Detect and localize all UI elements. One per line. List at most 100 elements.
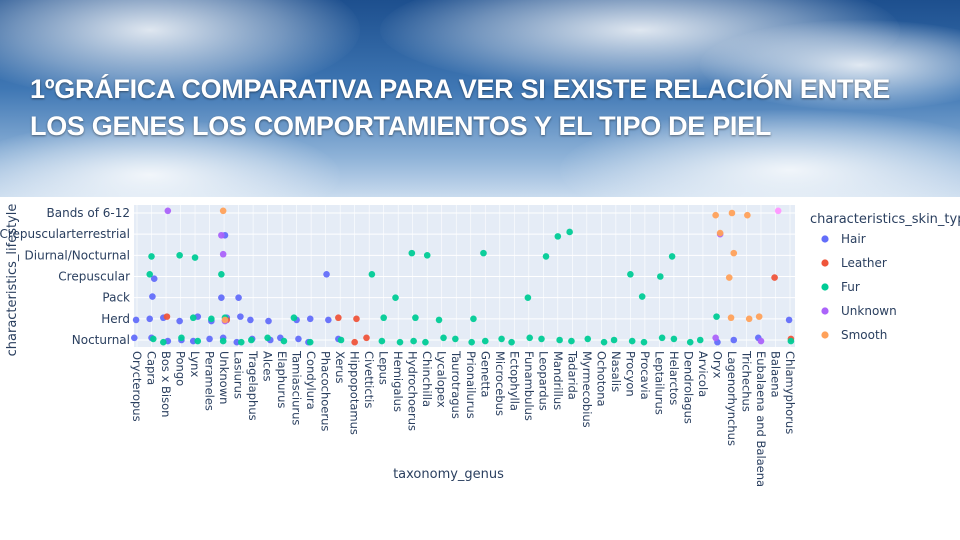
x-tick-label: Helarctos (667, 351, 681, 405)
data-point (290, 314, 298, 322)
x-tick-label: Taurotragus (449, 350, 463, 419)
x-tick-label: Microcebus (493, 351, 507, 416)
x-tick-label: Genetta (478, 351, 492, 397)
data-point (237, 313, 244, 320)
data-point (452, 335, 459, 343)
x-tick-label: Lycalopex (435, 351, 449, 408)
legend-marker (821, 283, 829, 291)
data-point (410, 337, 417, 345)
x-tick-label: Ochotona (594, 351, 608, 407)
x-tick-label: Pongo (174, 351, 188, 386)
data-point (219, 250, 227, 258)
legend-marker (821, 307, 829, 315)
data-point (508, 338, 515, 346)
x-tick-label: Civettictis (362, 351, 376, 408)
data-point (280, 337, 288, 345)
x-tick-label: Dendrolagus (681, 351, 695, 424)
x-tick-label: Balaena (768, 351, 782, 398)
data-point (725, 274, 733, 281)
x-tick-label: Lasiurus (232, 351, 246, 399)
data-point (247, 336, 255, 344)
data-point (638, 293, 646, 300)
data-point (628, 337, 636, 345)
x-tick-label: Perameles (203, 351, 217, 411)
data-point (325, 316, 332, 324)
data-point (335, 314, 342, 322)
data-point (235, 294, 242, 301)
x-tick-label: Alces (261, 351, 275, 381)
data-point (264, 334, 271, 342)
data-point (524, 294, 532, 301)
x-tick-label: Phacochoerus (319, 351, 333, 431)
x-axis-title: taxonomy_genus (393, 467, 504, 482)
data-point (712, 334, 719, 342)
data-point (306, 338, 314, 346)
data-point (176, 252, 183, 259)
x-tick-label: Chlamyphorus (783, 351, 797, 434)
x-tick-label: Condylura (304, 351, 318, 410)
data-point (627, 271, 634, 278)
x-tick-label: Tamiasciurus (290, 350, 304, 425)
x-tick-label: Oryx (710, 351, 724, 379)
data-point (163, 313, 171, 320)
data-point (727, 314, 735, 322)
x-tick-label: Arvicola (696, 351, 710, 397)
data-point (600, 338, 608, 346)
x-tick-label: Lagenorhynchus (725, 351, 739, 446)
data-point (380, 314, 387, 322)
data-point (150, 275, 158, 282)
x-tick-label: Leopardus (536, 351, 550, 411)
data-point (440, 334, 447, 342)
data-point (149, 293, 156, 300)
data-point (191, 254, 199, 261)
legend-label: Smooth (841, 328, 887, 342)
data-point (730, 336, 738, 344)
legend-marker (821, 235, 829, 243)
y-tick-label: Diurnal/Nocturnal (25, 248, 130, 262)
data-point (206, 335, 213, 343)
data-point (247, 316, 254, 324)
data-point (657, 273, 664, 280)
x-tick-label: Tragelaphus (246, 350, 260, 421)
data-point (757, 337, 765, 345)
legend-label: Hair (841, 232, 866, 246)
x-tick-label: Elaphurus (275, 351, 289, 408)
data-point (658, 334, 666, 342)
data-point (774, 207, 782, 215)
data-point (610, 336, 618, 344)
y-tick-label: Bands of 6-12 (47, 206, 131, 220)
data-point (353, 315, 360, 323)
y-tick-label: Crepuscularterrestrial (0, 227, 130, 241)
x-tick-label: Procyon (623, 351, 637, 397)
data-point (412, 314, 419, 322)
x-tick-label: Leptailurus (652, 351, 666, 415)
legend-label: Fur (841, 280, 860, 294)
x-tick-label: Hydrochoerus (406, 351, 420, 431)
chart-panel: Nocturnal Herd Pack Crepuscular Diurnal/Noct… (0, 197, 960, 540)
data-point (189, 314, 197, 322)
data-point (323, 271, 330, 278)
x-tick-label: Mandrillus (551, 351, 565, 410)
x-tick-label: Lynx (188, 351, 202, 377)
data-point (542, 253, 550, 260)
data-point (221, 316, 229, 324)
x-tick-label: Orycteropus (130, 351, 144, 422)
data-point (785, 316, 793, 324)
x-tick-label: Unknown (217, 351, 231, 404)
data-point (554, 233, 562, 240)
data-point (160, 338, 167, 346)
data-point (787, 337, 795, 345)
data-point (480, 249, 487, 257)
y-tick-label: Pack (102, 291, 130, 305)
data-point (526, 334, 533, 342)
data-point (568, 337, 575, 345)
data-point (146, 271, 154, 278)
data-point (176, 317, 183, 325)
legend-marker (821, 259, 829, 267)
data-point (218, 271, 225, 278)
data-point (378, 337, 386, 345)
x-tick-label: Lepus (377, 351, 391, 385)
data-point (712, 211, 719, 219)
x-tick-label: Xerus (333, 351, 347, 383)
data-point (686, 338, 694, 346)
